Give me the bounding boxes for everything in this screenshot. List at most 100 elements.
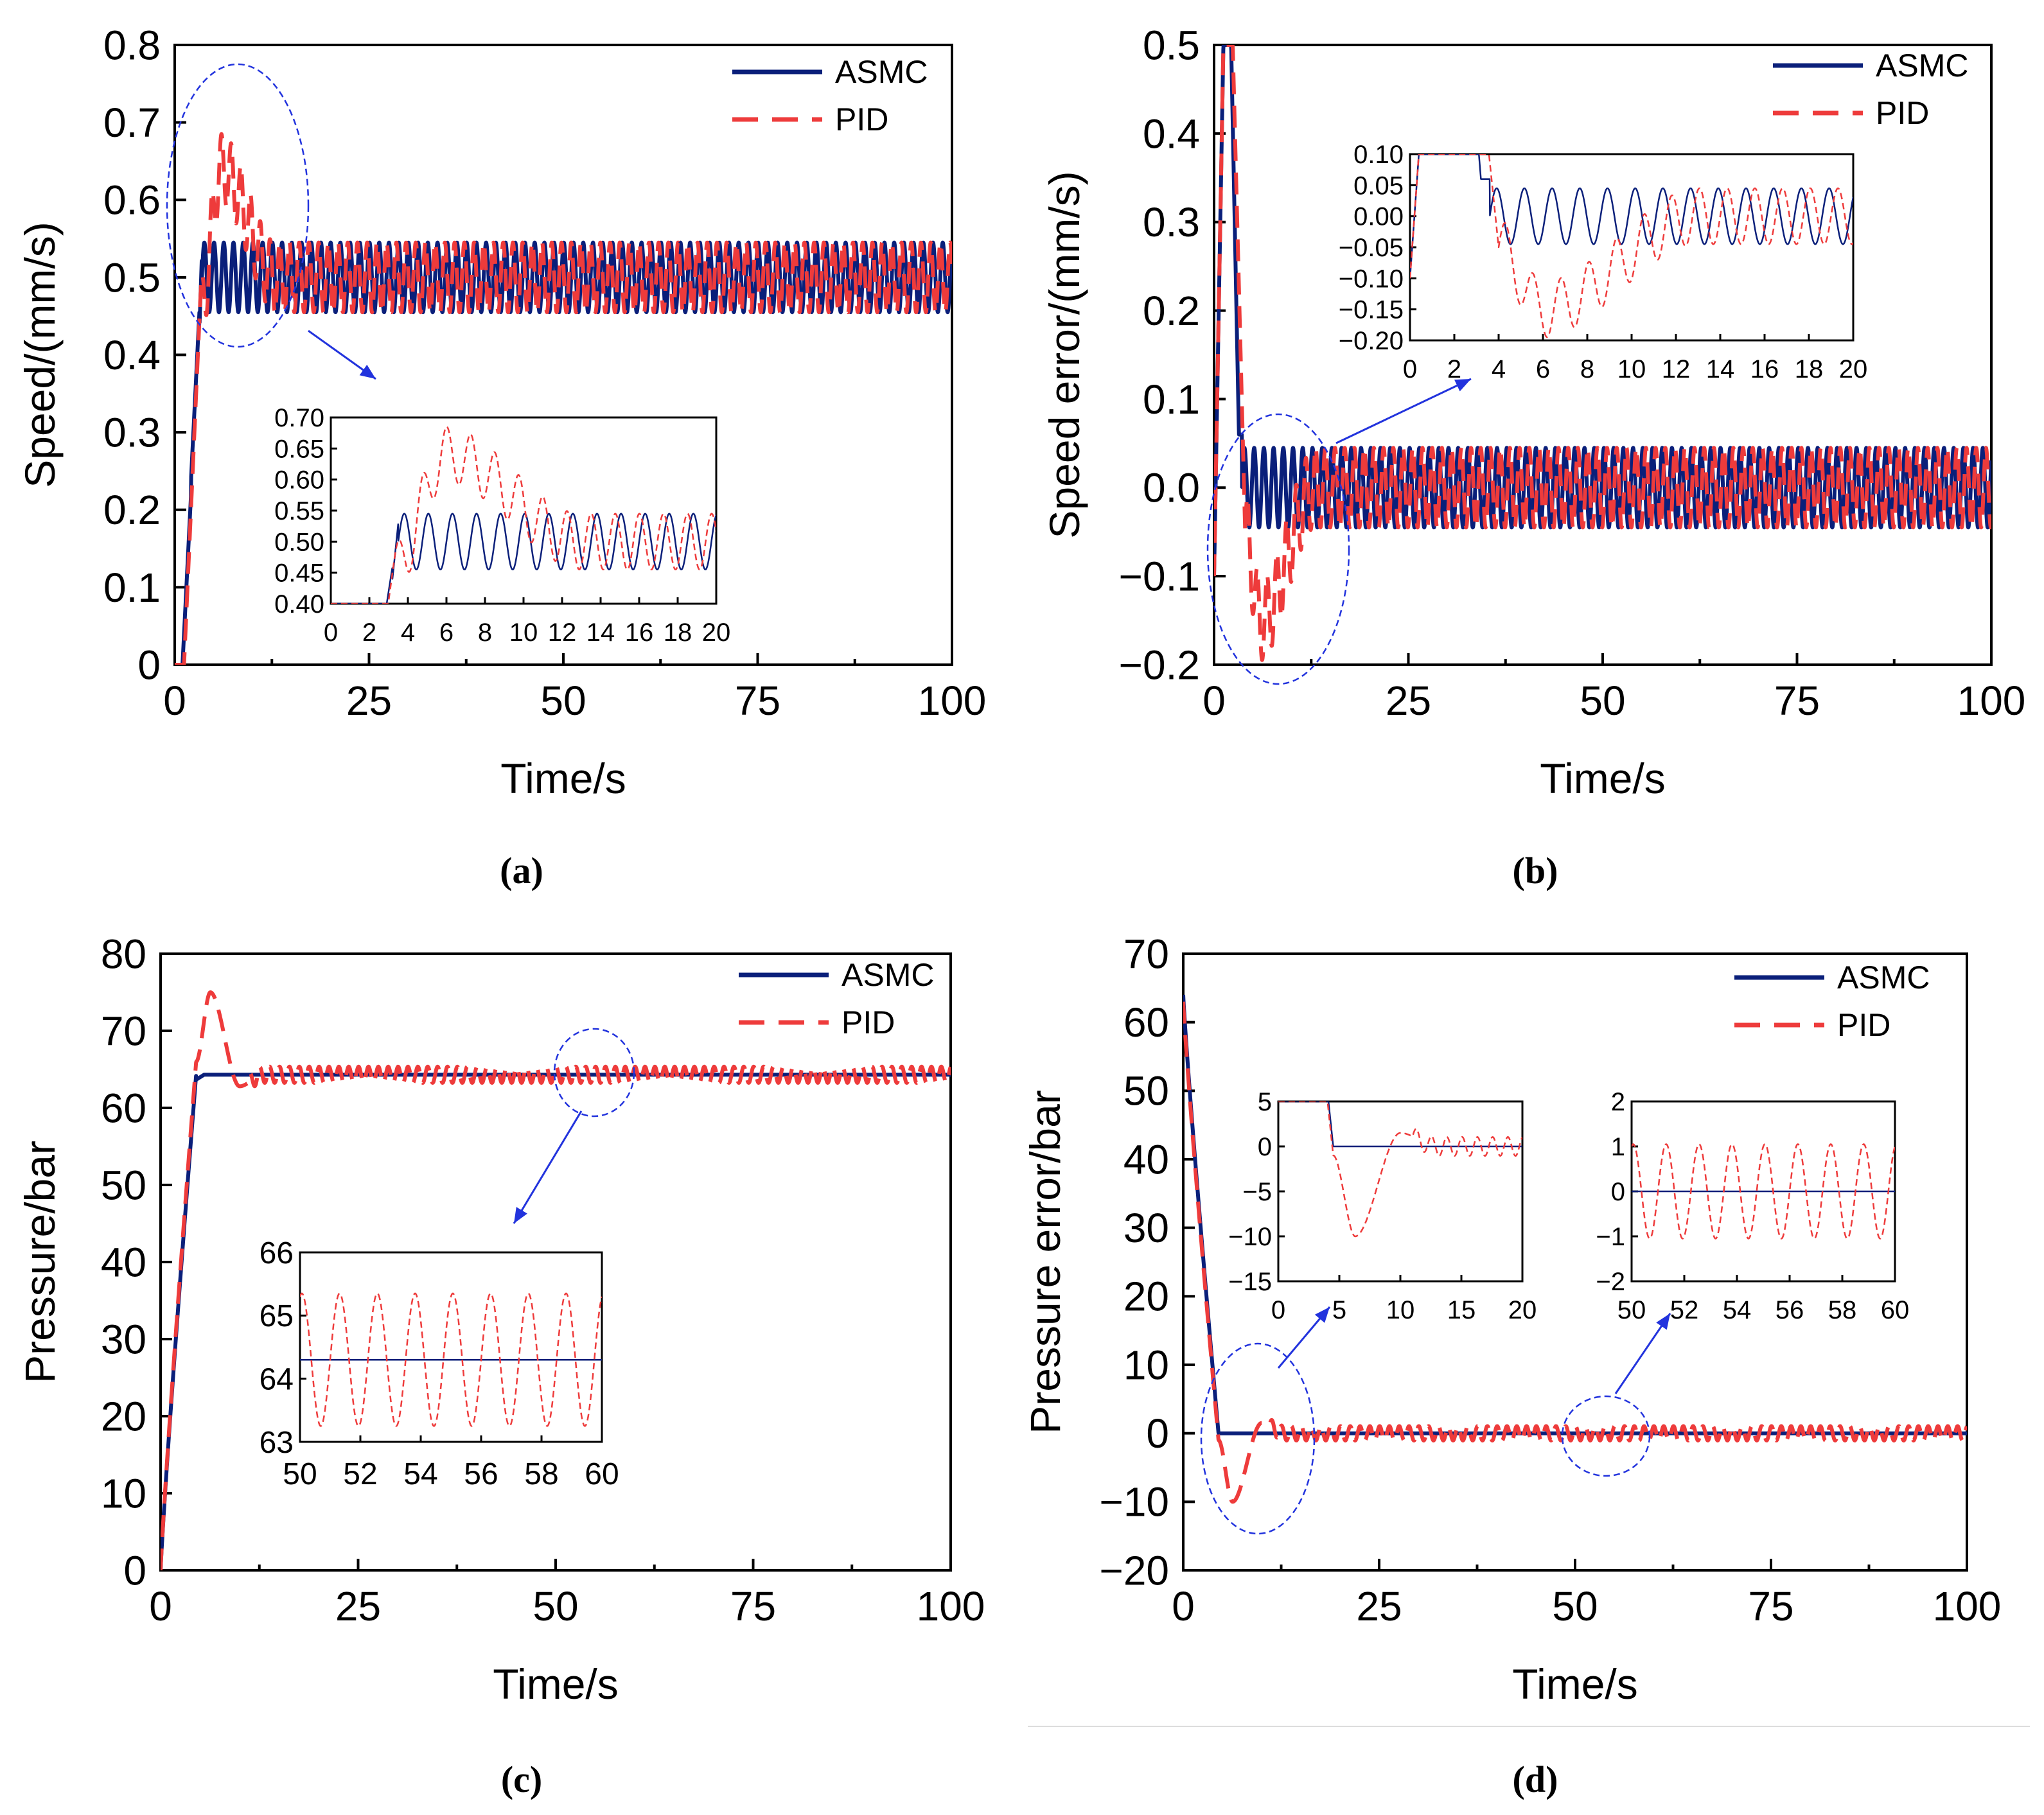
main-y-tick-label: 30 — [1123, 1205, 1169, 1251]
y-axis-title: Pressure error/bar — [1021, 1090, 1069, 1434]
legend-pid-label: PID — [1837, 1007, 1890, 1043]
inset-y-tick-label: 0.65 — [274, 435, 324, 463]
main-x-tick-label: 50 — [1552, 1583, 1598, 1629]
inset-y-tick-label: 0.00 — [1353, 203, 1404, 231]
main-y-tick-label: 0.3 — [103, 410, 161, 456]
y-axis-title: Speed/(mm/s) — [16, 222, 64, 487]
legend: ASMC PID — [739, 957, 934, 1040]
zoom-ellipse — [553, 1028, 635, 1118]
inset-y-tick-label: 63 — [260, 1426, 294, 1460]
inset-x-tick-label: 5 — [1332, 1296, 1346, 1324]
main-y-tick-label: 70 — [1123, 931, 1169, 977]
inset-x-tick-label: 12 — [1662, 355, 1691, 383]
main-y-tick-label: 0 — [137, 642, 161, 688]
inset-y-tick-label: −0.05 — [1339, 234, 1404, 262]
main-y-tick-label: 0 — [123, 1547, 146, 1593]
inset-x-tick-label: 52 — [343, 1457, 377, 1491]
inset-background — [1410, 154, 1853, 340]
inset-y-tick-label: 0.40 — [274, 590, 324, 618]
inset-background — [1278, 1101, 1522, 1281]
zoom-arrow-head — [1656, 1313, 1670, 1330]
legend-asmc-label: ASMC — [1837, 960, 1930, 995]
inset-series-pid-line — [1632, 1143, 1895, 1240]
inset-x-tick-label: 60 — [585, 1457, 619, 1491]
zoom-arrow — [513, 1110, 583, 1224]
inset-y-tick-label: 0.55 — [274, 497, 324, 525]
main-x-tick-label: 0 — [1203, 678, 1226, 724]
inset-y-tick-label: 1 — [1611, 1133, 1625, 1161]
main-y-tick-label: −0.1 — [1119, 554, 1200, 600]
main-x-tick-label: 75 — [735, 678, 780, 724]
y-axis-title: Pressure/bar — [16, 1141, 64, 1383]
inset-x-tick-label: 10 — [1386, 1296, 1415, 1324]
main-y-tick-label: 80 — [101, 931, 146, 977]
main-y-tick-label: 0.5 — [1143, 22, 1200, 68]
inset-x-tick-label: 2 — [1447, 355, 1461, 383]
zoom-ellipse — [166, 63, 310, 348]
main-y-tick-label: 50 — [1123, 1068, 1169, 1114]
x-axis-title: Time/s — [1540, 755, 1666, 802]
main-x-tick-label: 75 — [1748, 1583, 1793, 1629]
caption-a: (a) — [500, 850, 543, 891]
zoom-ellipse — [1561, 1395, 1651, 1477]
chart-panel-a: 0 25 50 75 10000.10.20.30.40.50.60.70.8Time/… — [16, 22, 986, 802]
inset-x-tick-label: 54 — [1723, 1296, 1752, 1324]
inset-x-tick-label: 50 — [1617, 1296, 1646, 1324]
legend-asmc-label: ASMC — [835, 54, 928, 90]
inset-y-tick-label: 0.45 — [274, 559, 324, 588]
inset-y-tick-label: 2 — [1611, 1088, 1625, 1116]
main-y-tick-label: 40 — [101, 1239, 146, 1285]
zoom-arrow-head — [1454, 379, 1471, 392]
main-y-tick-label: 0.7 — [103, 100, 161, 146]
inset-y-tick-label: −15 — [1228, 1268, 1272, 1296]
inset-x-tick-label: 14 — [586, 618, 615, 647]
inset-chart: 0 2 4 6 8 10 12 14 16 18 20 −0.20 −0.15 −0.10 −0.05 0.0… — [1339, 141, 1867, 383]
main-y-tick-label: 70 — [101, 1008, 146, 1054]
main-y-tick-label: −10 — [1099, 1479, 1169, 1525]
main-x-tick-label: 50 — [533, 1583, 578, 1629]
chart-panel-b: 0 25 50 75 100−0.2−0.10.00.10.20.30.40.5Time… — [1041, 22, 2025, 802]
inset-x-tick-label: 14 — [1706, 355, 1735, 383]
legend: ASMC PID — [1734, 960, 1930, 1043]
main-y-tick-label: 0.8 — [103, 22, 161, 68]
main-y-tick-label: 0.4 — [1143, 110, 1200, 157]
x-axis-title: Time/s — [493, 1660, 619, 1708]
inset-series-pid-line — [300, 1292, 602, 1427]
main-x-tick-label: 25 — [335, 1583, 381, 1629]
main-x-tick-label: 0 — [1172, 1583, 1195, 1629]
inset-y-tick-label: 0.70 — [274, 404, 324, 432]
inset-x-tick-label: 15 — [1447, 1296, 1476, 1324]
inset-x-tick-label: 52 — [1670, 1296, 1699, 1324]
inset-series-pid-line — [331, 426, 716, 604]
inset-x-tick-label: 4 — [401, 618, 415, 647]
main-y-tick-label: 0.2 — [103, 487, 161, 533]
main-y-tick-label: 50 — [101, 1162, 146, 1208]
zoom-arrow — [1335, 378, 1472, 444]
main-x-tick-label: 0 — [163, 678, 186, 724]
legend-asmc-label: ASMC — [841, 957, 934, 993]
main-y-tick-label: 0.1 — [103, 565, 161, 611]
inset-y-tick-label: 0 — [1611, 1178, 1625, 1206]
legend: ASMC PID — [732, 54, 928, 137]
inset-x-tick-label: 58 — [524, 1457, 558, 1491]
main-y-tick-label: 60 — [1123, 999, 1169, 1046]
inset-y-tick-label: 0.10 — [1353, 141, 1404, 169]
inset-y-tick-label: −0.10 — [1339, 265, 1404, 293]
inset-x-tick-label: 20 — [702, 618, 731, 647]
main-y-tick-label: 0.0 — [1143, 465, 1200, 511]
inset-x-tick-label: 56 — [1775, 1296, 1804, 1324]
main-y-tick-label: 40 — [1123, 1136, 1169, 1182]
inset-x-tick-label: 16 — [1750, 355, 1779, 383]
inset-background — [331, 417, 716, 604]
inset-series-asmc-line — [1410, 154, 1853, 279]
series-pid-line — [161, 990, 951, 1570]
inset-y-tick-label: 5 — [1258, 1088, 1272, 1116]
inset-y-tick-label: 0 — [1258, 1133, 1272, 1161]
main-y-tick-label: 20 — [101, 1393, 146, 1439]
legend: ASMC PID — [1773, 48, 1968, 131]
inset-y-tick-label: −1 — [1596, 1223, 1625, 1251]
main-y-tick-label: −20 — [1099, 1547, 1169, 1593]
inset-chart: 0 2 4 6 8 10 12 14 16 18 20 0.400.45 0.50 0.550.60 0.6… — [274, 404, 730, 647]
main-y-tick-label: −0.2 — [1119, 642, 1200, 688]
